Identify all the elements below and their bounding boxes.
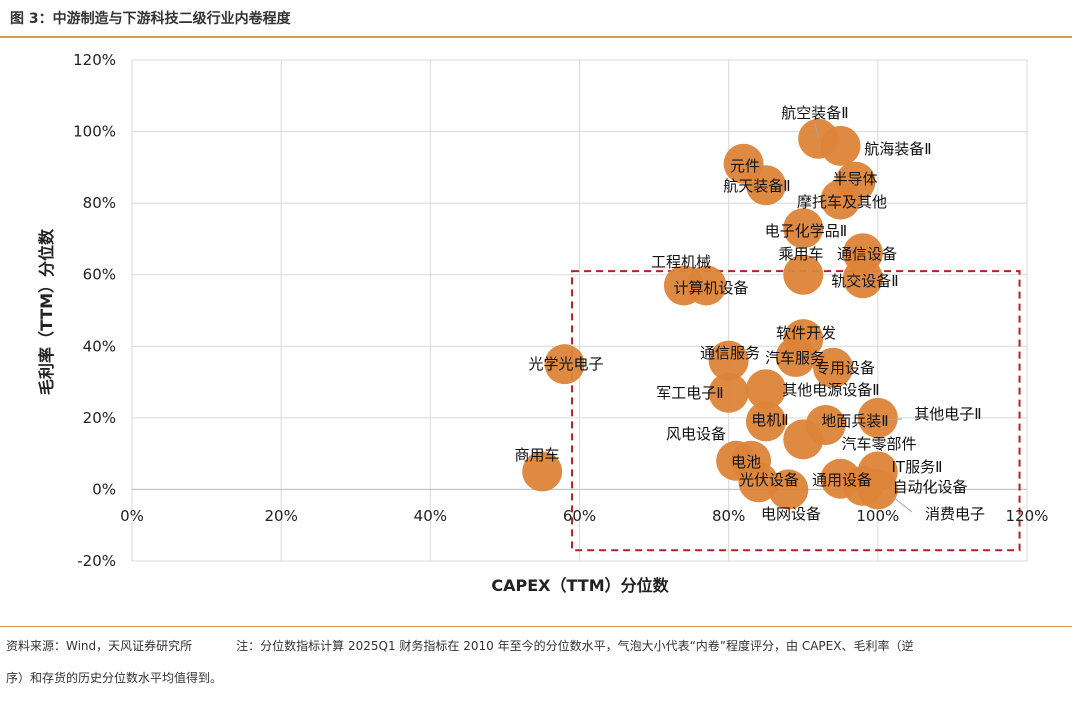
bubble-label: 航空装备Ⅱ [781, 104, 848, 122]
y-axis-title: 毛利率（TTM）分位数 [37, 228, 56, 395]
figure-title: 图 3：中游制造与下游科技二级行业内卷程度 [10, 11, 291, 27]
bubble [783, 254, 824, 295]
bubble-label: 电机Ⅱ [751, 411, 788, 429]
y-tick-label: 40% [83, 337, 116, 355]
x-tick-label: 100% [856, 507, 899, 525]
x-tick-label: 20% [264, 507, 297, 525]
bubble-label: 光伏设备 [739, 471, 799, 489]
bubble-label: 元件 [730, 157, 760, 175]
bubble-label: 工程机械 [651, 253, 711, 271]
bubble-label: 专用设备 [815, 359, 875, 377]
bubble [820, 125, 861, 166]
leader-line [879, 418, 903, 421]
bubble [745, 165, 786, 206]
bubble-label: 软件开发 [776, 324, 836, 342]
bubble-label: 风电设备 [666, 425, 726, 443]
scatter-chart: 0% 20% 40% 60% 80% 100% 120% -20% 0% 20% 40% 60% 80%… [37, 51, 1048, 595]
leader-line [814, 122, 819, 139]
bubble-label: 其他电子Ⅱ [914, 405, 981, 423]
bubble-label: 消费电子 [925, 505, 985, 523]
bubble-label: 地面兵装Ⅱ [821, 412, 888, 430]
bubble-label: 电子化学品Ⅱ [765, 222, 847, 240]
footer-line-1: 资料来源：Wind，天风证券研究所 注：分位数指标计算 2025Q1 财务指标在 … [6, 637, 913, 654]
y-tick-label: 120% [73, 51, 116, 69]
bubble [522, 451, 563, 492]
bottom-divider [0, 626, 1072, 627]
x-tick-label: 60% [563, 507, 596, 525]
bubble-label: 轨交设备Ⅱ [831, 272, 898, 290]
top-divider [0, 36, 1072, 38]
bubble [686, 265, 727, 306]
highlight-box-rect [571, 270, 1021, 552]
bubble-label: 摩托车及其他 [797, 193, 887, 211]
bubble-label: 通用设备 [812, 471, 872, 489]
y-tick-label: 20% [83, 409, 116, 427]
bubble [745, 401, 786, 442]
bubble [842, 258, 883, 299]
bubble-label: 计算机设备 [673, 279, 748, 297]
leader-line [892, 496, 913, 513]
bubble-label: 乘用车 [778, 245, 823, 263]
bubble-label: 电池 [731, 453, 761, 471]
bubble [775, 337, 816, 378]
bubbles [522, 118, 898, 510]
bubble [857, 469, 898, 510]
x-tick-label: 0% [120, 507, 144, 525]
x-tick-label: 120% [1006, 507, 1049, 525]
note-text: 注：分位数指标计算 2025Q1 财务指标在 2010 年至今的分位数水平，气泡… [236, 639, 914, 653]
bubble-label: 商用车 [514, 446, 559, 464]
bubble-label: 航天装备Ⅱ [723, 177, 790, 195]
x-axis-title: CAPEX（TTM）分位数 [491, 576, 669, 595]
bubble-label: 通信服务 [700, 344, 760, 362]
axis-ticks: 0% 20% 40% 60% 80% 100% 120% -20% 0% 20% 40% 60% 80%… [73, 51, 1048, 570]
bubble [544, 344, 585, 385]
bubble-label: 汽车零部件 [841, 435, 916, 453]
bubble-label: 军工电子Ⅱ [656, 384, 723, 402]
bubble [820, 179, 861, 220]
bubble-label: 半导体 [832, 170, 877, 188]
footer-line-2: 序）和存货的历史分位数水平均值得到。 [6, 671, 223, 685]
source-text: 资料来源：Wind，天风证券研究所 [6, 639, 193, 653]
bubble-label: 汽车服务 [765, 349, 825, 367]
x-tick-label: 80% [712, 507, 745, 525]
bubble-label: 光学光电子 [528, 355, 603, 373]
bubble [768, 469, 809, 510]
leader-lines [814, 122, 913, 513]
bubble [813, 347, 854, 388]
highlight-box [571, 270, 1021, 552]
y-tick-label: 80% [83, 194, 116, 212]
bubble [783, 419, 824, 460]
bubble-label: 通信设备 [837, 245, 897, 263]
bubble [708, 340, 749, 381]
y-tick-label: 100% [73, 123, 116, 141]
y-tick-label: 60% [83, 266, 116, 284]
bubble [857, 397, 898, 438]
y-tick-label: 0% [92, 480, 116, 498]
bubble [783, 208, 824, 249]
bubble-label: IT服务Ⅱ [892, 458, 943, 476]
bubble-label: 电网设备 [761, 505, 821, 523]
bubble-label: 自动化设备 [892, 478, 967, 496]
bubble [708, 372, 749, 413]
bubble-label: 航海装备Ⅱ [864, 140, 931, 158]
bubble [738, 462, 779, 503]
bubble [745, 369, 786, 410]
y-tick-label: -20% [77, 552, 116, 570]
x-tick-label: 40% [414, 507, 447, 525]
bubble-label: 其他电源设备Ⅱ [782, 381, 879, 399]
